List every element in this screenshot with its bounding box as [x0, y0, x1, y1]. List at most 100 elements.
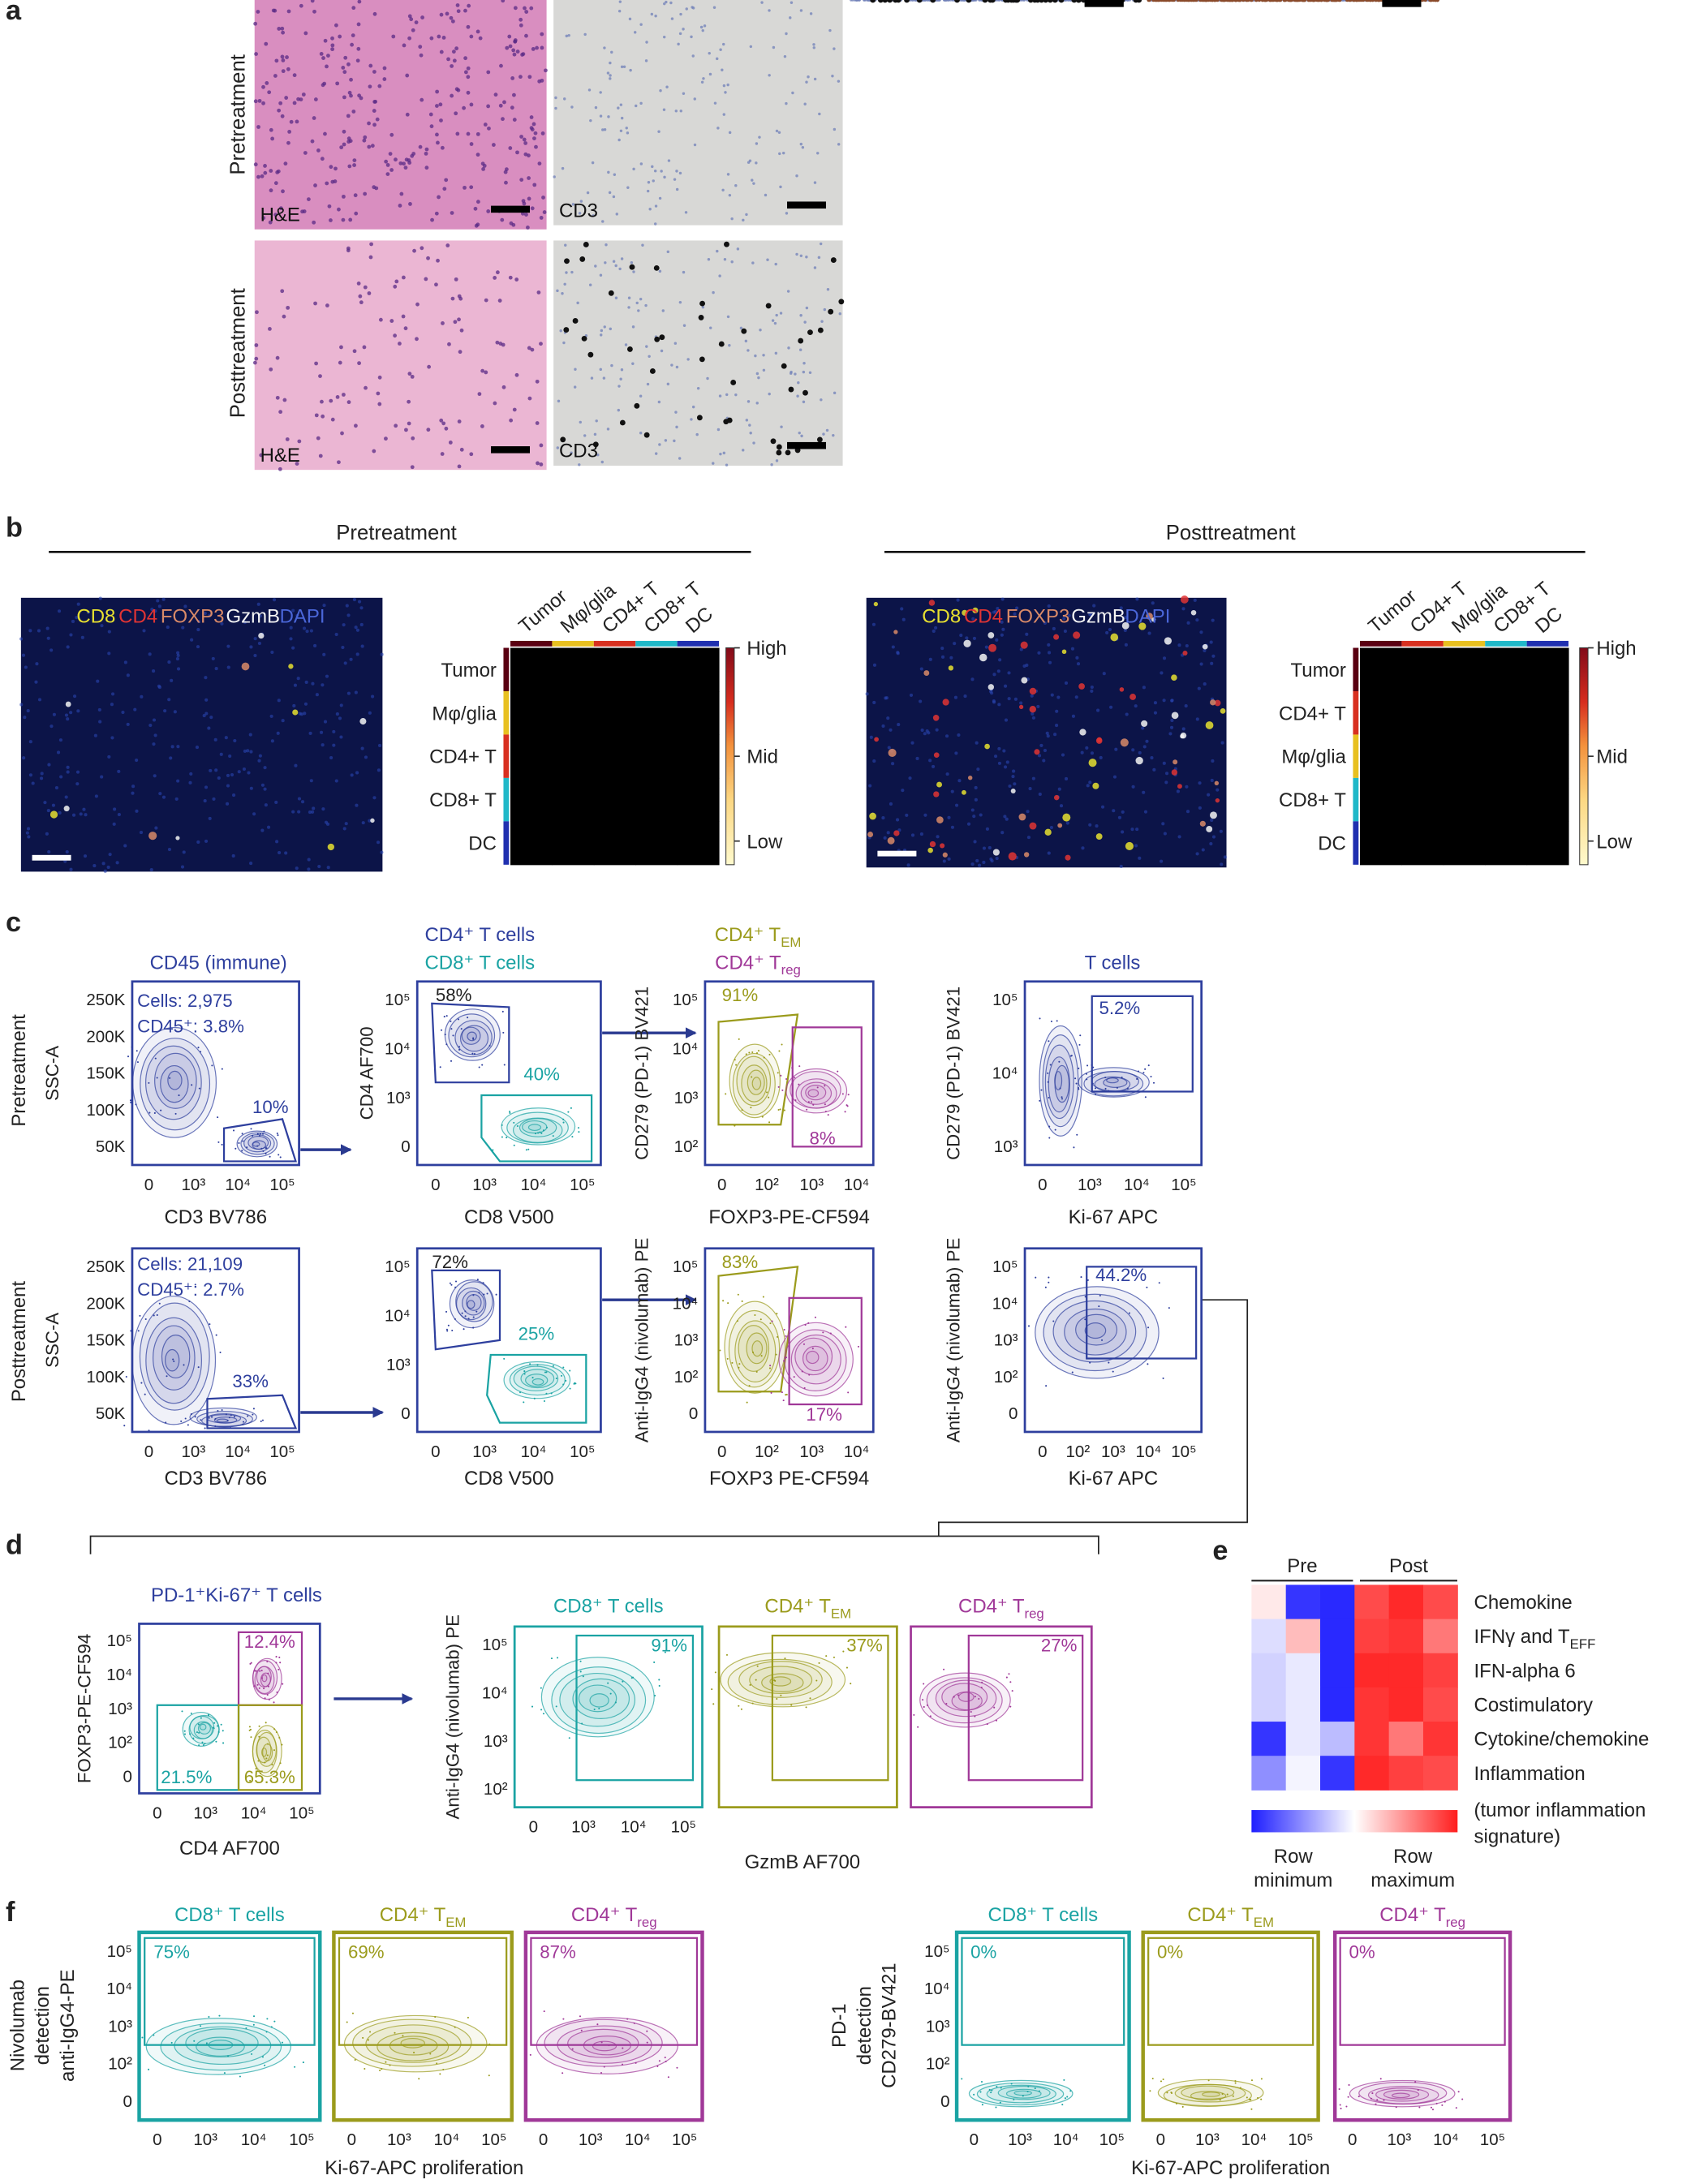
- nucleus: [1057, 787, 1061, 791]
- subscript: EFF: [1570, 1636, 1596, 1652]
- event: [1094, 1087, 1097, 1090]
- cell: [533, 131, 538, 135]
- nucleus: [934, 626, 938, 630]
- cell: [963, 0, 966, 2]
- cell: [457, 464, 462, 469]
- cell: [673, 342, 678, 345]
- nucleus: [1031, 776, 1035, 780]
- cell: [565, 34, 568, 38]
- density-contours: [1039, 1017, 1155, 1149]
- nucleus: [1185, 644, 1189, 648]
- scale-bar: [1084, 0, 1124, 7]
- cell: [252, 360, 257, 365]
- event: [545, 1126, 549, 1129]
- event: [557, 1657, 559, 1659]
- cell: [749, 432, 752, 435]
- cell: [312, 116, 316, 120]
- stained-cell: [1237, 0, 1242, 2]
- cell: [544, 68, 548, 73]
- event: [253, 1685, 256, 1687]
- heatmap-cell: [593, 821, 636, 866]
- nucleus: [1184, 704, 1188, 708]
- population-header: CD8⁺ T cells: [553, 1596, 664, 1618]
- nucleus: [1052, 626, 1056, 631]
- cell: [389, 319, 394, 323]
- x-tick-label: 10⁴: [625, 2130, 651, 2149]
- nucleus: [152, 669, 156, 673]
- event: [979, 2091, 982, 2093]
- cell: [341, 65, 346, 70]
- event: [945, 1702, 948, 1705]
- cell: [617, 138, 621, 142]
- event: [1250, 2108, 1253, 2110]
- nucleus: [1185, 810, 1190, 814]
- nucleus: [73, 694, 77, 699]
- x-tick-label: 10⁴: [225, 1176, 251, 1194]
- nucleus: [25, 831, 29, 835]
- nucleus: [22, 756, 26, 760]
- cell: [257, 98, 262, 103]
- cell: [367, 144, 372, 149]
- contour: [199, 1723, 207, 1730]
- event: [218, 2014, 221, 2017]
- density-contours: [531, 1651, 666, 1739]
- population-header: CD8⁺ T cells: [553, 1596, 664, 1618]
- contour: [1043, 1293, 1147, 1372]
- cell: [670, 363, 673, 367]
- cell: [469, 142, 474, 146]
- event: [842, 1650, 845, 1653]
- cell: [734, 183, 738, 187]
- nucleus: [1015, 606, 1019, 610]
- cell: [686, 358, 690, 361]
- group-strip: [677, 640, 720, 647]
- nucleus: [1210, 778, 1214, 783]
- cell: [813, 181, 817, 184]
- event: [1168, 1307, 1170, 1309]
- event: [458, 1048, 461, 1051]
- cell: [330, 36, 334, 41]
- nucleus: [1223, 855, 1227, 859]
- y-tick-label: 10³: [386, 1089, 411, 1107]
- nucleus: [303, 712, 307, 716]
- cell: [320, 157, 325, 161]
- y-tick-label: 50K: [96, 1137, 126, 1156]
- contour: [448, 1013, 496, 1058]
- cell: [364, 385, 368, 390]
- nucleus: [170, 678, 174, 682]
- event: [570, 1107, 572, 1109]
- cell: [825, 428, 829, 432]
- heatmap-cell: [593, 777, 636, 822]
- nucleus: [249, 645, 253, 649]
- event: [531, 1377, 534, 1379]
- cell: [703, 24, 707, 28]
- nucleus: [260, 828, 265, 832]
- cell: [949, 0, 953, 2]
- x-tick-label: 0: [970, 2130, 979, 2149]
- cell: [667, 159, 671, 162]
- nucleus: [293, 683, 298, 687]
- marker-spot: [1173, 759, 1178, 765]
- cell: [342, 142, 346, 147]
- cell: [335, 394, 340, 399]
- event: [1098, 1305, 1100, 1308]
- colorbar: [725, 647, 735, 866]
- nucleus: [242, 767, 247, 772]
- row-label: DC: [1318, 833, 1346, 855]
- event: [1232, 2095, 1234, 2097]
- cell: [631, 362, 635, 365]
- cell: [662, 35, 666, 39]
- cell: [282, 314, 286, 319]
- heatmap-cell: [1485, 734, 1528, 779]
- cell: [651, 165, 654, 169]
- event: [1064, 2097, 1066, 2100]
- event: [226, 1420, 229, 1422]
- scale-bar: [787, 441, 827, 449]
- stained-cell: [1337, 0, 1341, 2]
- cell: [853, 0, 857, 2]
- heatmap-cell: [1360, 821, 1402, 866]
- marker-spot: [1073, 631, 1081, 639]
- event: [501, 1124, 503, 1126]
- event: [1455, 2107, 1457, 2109]
- stained-cell: [1210, 0, 1215, 2]
- nucleus: [1019, 647, 1023, 651]
